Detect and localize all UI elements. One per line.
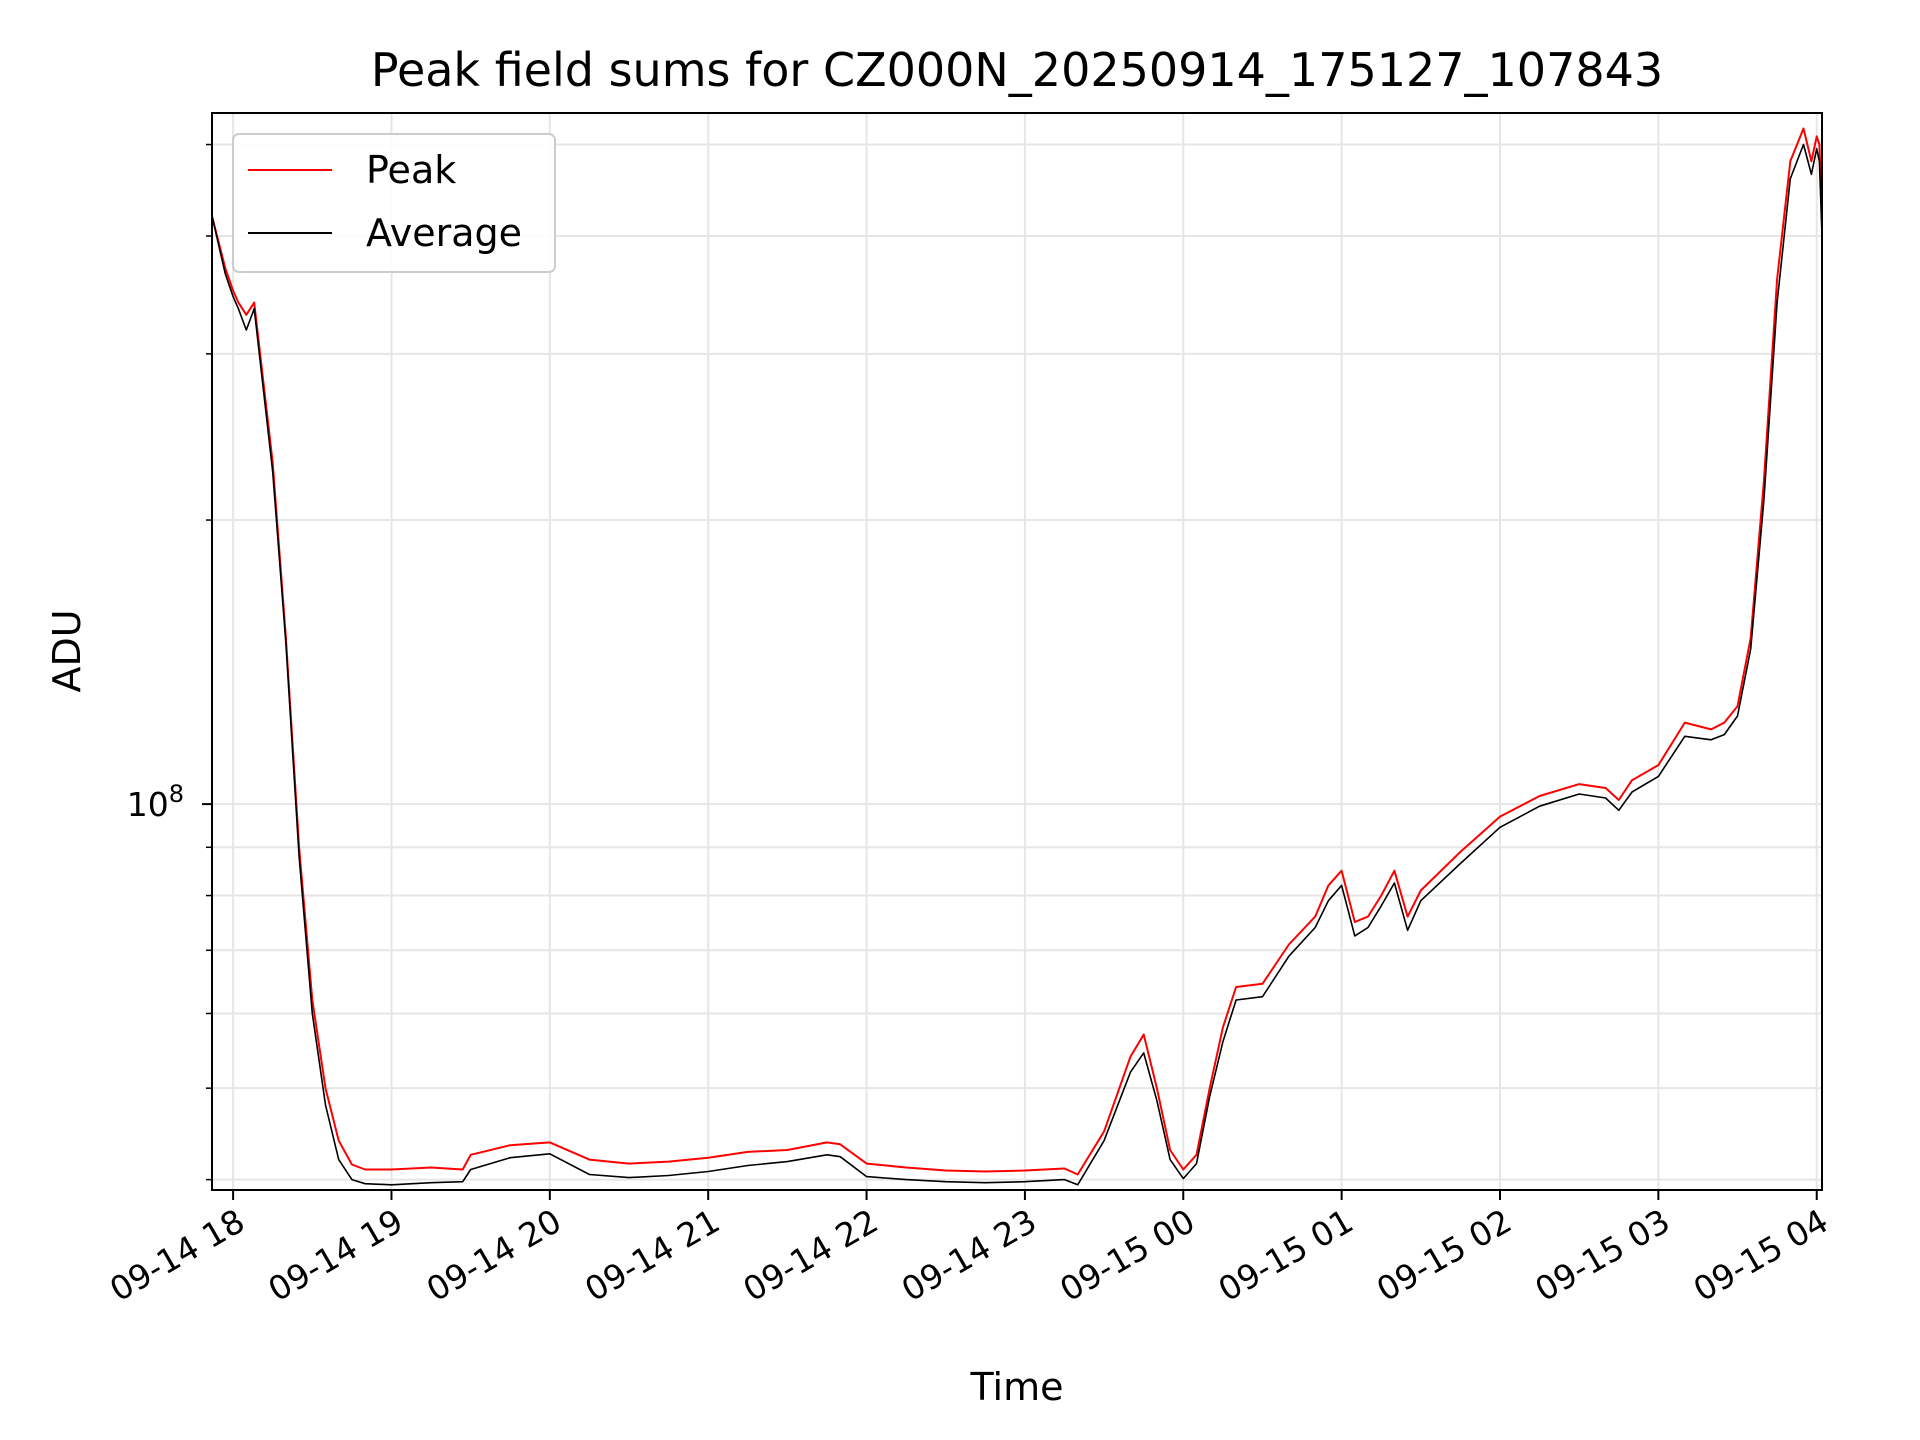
grid <box>212 113 1822 1190</box>
y-tick-label: 108 <box>127 780 184 824</box>
y-axis: 108 <box>127 143 212 1181</box>
series-average-line <box>211 143 1823 1186</box>
series-peak-line <box>211 127 1823 1176</box>
legend: Peak Average <box>232 133 556 273</box>
x-axis-label: Time <box>970 1365 1064 1409</box>
y-axis-label: ADU <box>45 609 89 692</box>
legend-average-label: Average <box>366 211 522 255</box>
plot-lines <box>211 127 1823 1186</box>
plot-frame <box>211 112 1823 1191</box>
legend-peak-label: Peak <box>366 148 456 192</box>
chart-title: Peak field sums for CZ000N_20250914_1751… <box>371 43 1663 97</box>
legend-box <box>232 133 556 273</box>
